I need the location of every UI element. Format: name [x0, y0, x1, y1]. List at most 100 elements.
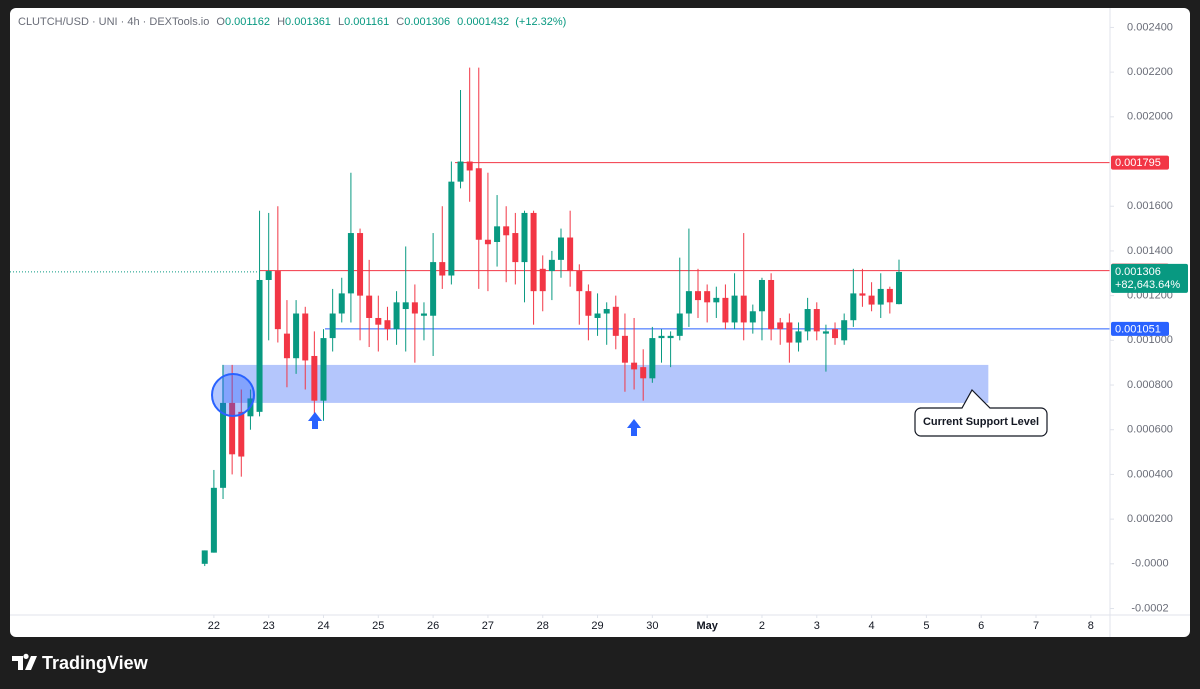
candle-body	[631, 362, 638, 370]
candle-body	[768, 279, 775, 330]
x-tick-label: 23	[263, 620, 275, 632]
candle-body	[777, 322, 784, 330]
candle-body	[411, 302, 418, 314]
x-tick-label: 25	[372, 620, 384, 632]
y-tick-label: 0.001600	[1127, 200, 1173, 212]
y-tick-label: 0.001000	[1127, 334, 1173, 346]
price-badge-label: 0.001795	[1115, 157, 1161, 169]
candle-body	[695, 291, 702, 301]
candle-body	[274, 271, 281, 330]
candle-body	[393, 302, 400, 330]
candle-body	[704, 291, 711, 303]
candle-body	[567, 237, 574, 272]
x-tick-label: 22	[208, 620, 220, 632]
last-price-badge	[1111, 263, 1188, 293]
close-value: 0.001306	[404, 16, 450, 28]
candle-body	[357, 233, 364, 296]
y-tick-label: 0.002400	[1127, 21, 1173, 33]
candle-body	[384, 320, 391, 330]
high-value: 0.001361	[285, 16, 331, 28]
x-tick-label: 8	[1088, 620, 1094, 632]
candle-body	[220, 402, 227, 488]
high-label: H	[277, 16, 285, 28]
candle-body	[210, 487, 217, 553]
callout-box	[914, 389, 1048, 437]
x-tick-label: 26	[427, 620, 439, 632]
candle-body	[420, 313, 427, 316]
candle-body	[850, 293, 857, 321]
candle-body	[512, 233, 519, 263]
up-arrow	[627, 419, 641, 436]
x-tick-label: 3	[814, 620, 820, 632]
candle-body	[539, 268, 546, 292]
x-tick-label: 27	[482, 620, 494, 632]
candle-body	[749, 311, 756, 323]
candle-body	[484, 239, 491, 245]
candle-body	[640, 367, 647, 379]
open-value: 0.001162	[225, 16, 270, 28]
candle-body	[347, 233, 354, 294]
candle-body	[649, 338, 656, 379]
candle-body	[265, 271, 272, 280]
x-tick-label: 29	[591, 620, 603, 632]
candle-body	[832, 329, 839, 339]
x-tick-label: 28	[537, 620, 549, 632]
highlight-circle	[211, 373, 255, 417]
y-tick-label: 0.000800	[1127, 379, 1173, 391]
candle-body	[238, 411, 245, 457]
candle-body	[338, 293, 345, 314]
x-tick-label: 6	[978, 620, 984, 632]
y-tick-label: 0.002000	[1127, 111, 1173, 123]
candle-body	[795, 331, 802, 343]
candle-body	[457, 161, 464, 182]
candle-body	[448, 181, 455, 276]
candle-body	[621, 335, 628, 363]
candle-body	[430, 262, 437, 316]
last-price-label: 0.001306	[1115, 266, 1161, 278]
candle-body	[320, 338, 327, 401]
brand-logo	[12, 653, 37, 670]
candle-body	[283, 333, 290, 359]
chart-panel	[10, 8, 1190, 637]
change-value: 0.0001432	[457, 16, 509, 28]
candle-body	[758, 279, 765, 312]
candle-body	[585, 291, 592, 316]
candle-body	[375, 317, 382, 325]
y-tick-label: 0.000600	[1127, 424, 1173, 436]
low-label: L	[338, 16, 344, 28]
x-tick-label: May	[696, 620, 718, 632]
annotations: Current Support Level	[211, 373, 1048, 437]
candle-body	[302, 313, 309, 361]
candle-body	[612, 306, 619, 336]
x-tick-label: 2	[759, 620, 765, 632]
candle-body	[731, 295, 738, 323]
candle-body	[229, 402, 236, 455]
brand: TradingView	[12, 653, 149, 673]
candle-body	[557, 237, 564, 260]
candle-body	[439, 262, 446, 276]
price-badge	[1111, 321, 1169, 336]
candle-body	[713, 297, 720, 303]
last-price-change: +82,643.64%	[1115, 279, 1180, 291]
candle-body	[676, 313, 683, 336]
y-tick-label: 0.000200	[1127, 513, 1173, 525]
candle-body	[886, 288, 893, 303]
candle-body	[658, 335, 665, 339]
price-badge-label: 0.001051	[1115, 323, 1161, 335]
chart-header: CLUTCH/USD · UNI · 4h · DEXTools.io O0.0…	[18, 16, 566, 28]
chart-title: CLUTCH/USD · UNI · 4h · DEXTools.io	[18, 16, 209, 28]
candle-body	[667, 335, 674, 339]
close-label: C	[396, 16, 404, 28]
candle-body	[868, 295, 875, 305]
candle-body	[503, 226, 510, 236]
candle-body	[201, 550, 208, 564]
candle-body	[740, 295, 747, 323]
y-tick-label: 0.001400	[1127, 245, 1173, 257]
up-arrow	[308, 412, 322, 429]
candle-body	[877, 288, 884, 305]
y-tick-label: 0.002200	[1127, 66, 1173, 78]
candle-body	[859, 293, 866, 296]
candle-body	[475, 168, 482, 240]
